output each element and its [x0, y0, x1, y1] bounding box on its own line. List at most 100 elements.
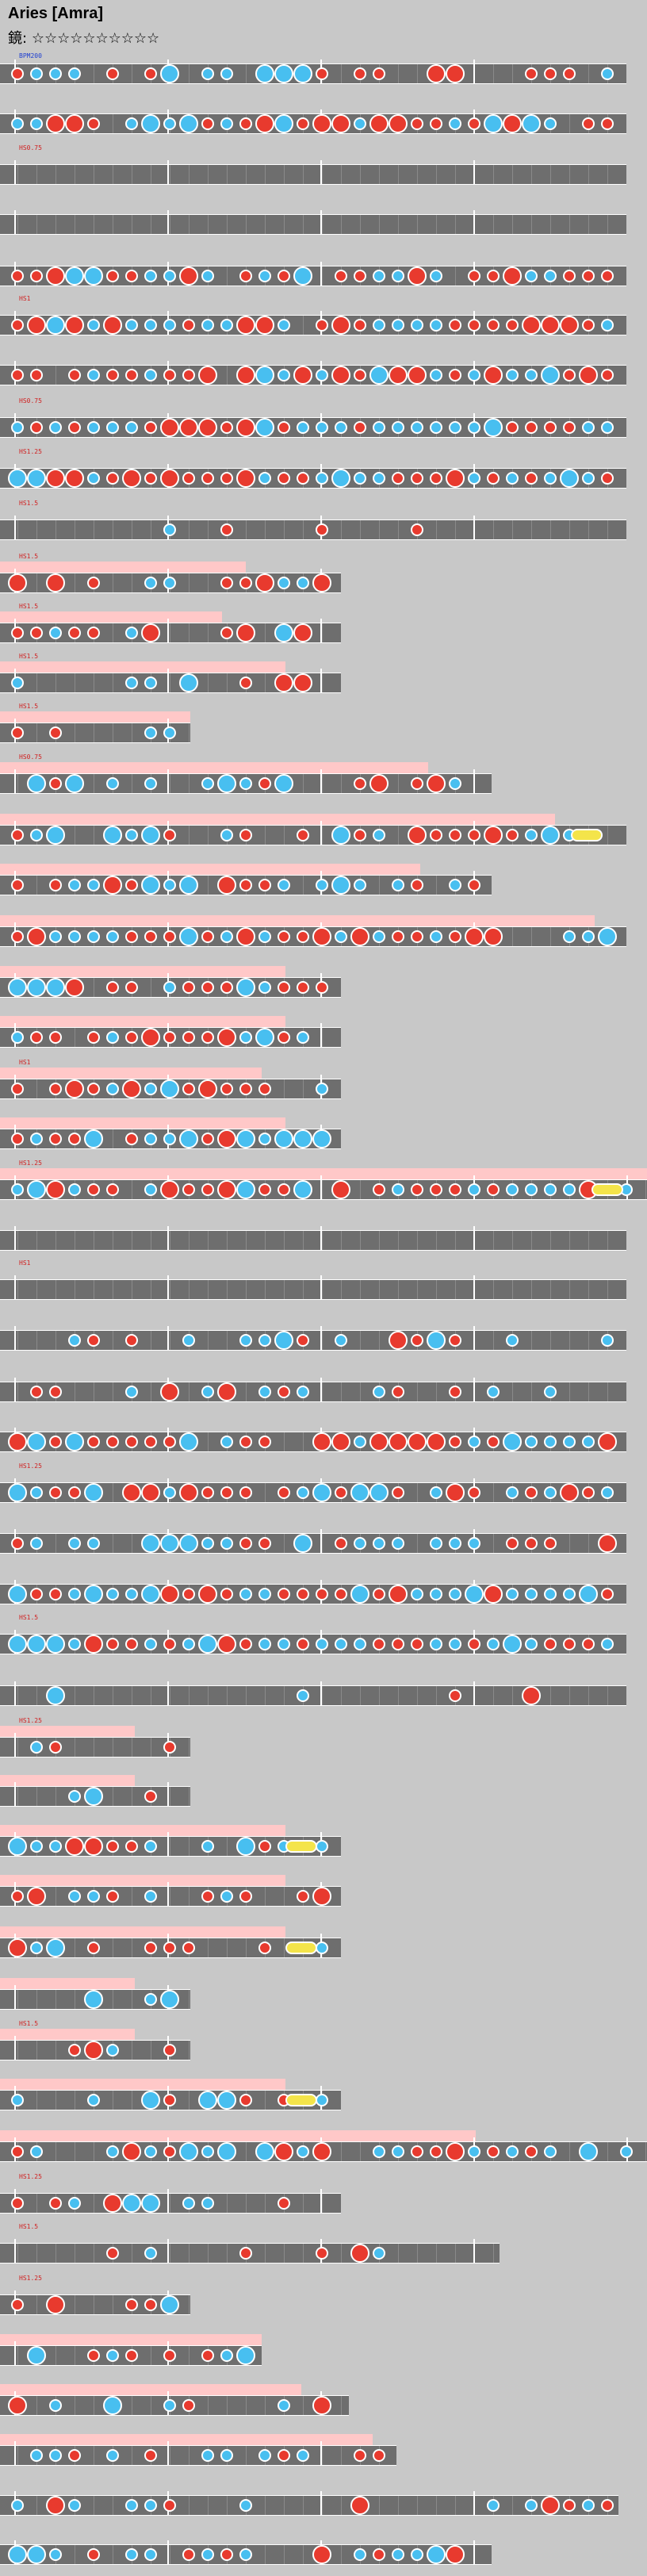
lane-gridline — [246, 215, 247, 234]
note — [30, 67, 43, 80]
note — [125, 981, 138, 994]
note — [220, 2548, 233, 2561]
note — [350, 1585, 369, 1604]
note — [258, 270, 271, 282]
lane-gridline — [246, 520, 247, 539]
lane-gridline — [303, 2194, 304, 2213]
note — [297, 1486, 309, 1499]
note — [125, 930, 138, 943]
note — [125, 117, 138, 130]
note — [236, 316, 255, 335]
note — [182, 369, 195, 381]
lane-gridline — [303, 215, 304, 234]
scroll-speed-tag: HS1.25 — [19, 1462, 42, 1470]
lane-gridline — [569, 1686, 570, 1705]
lane-gridline — [455, 2496, 456, 2515]
lane-gridline — [227, 2396, 228, 2415]
lane-gridline — [303, 316, 304, 335]
note — [525, 1588, 538, 1600]
note — [582, 319, 595, 332]
note — [484, 1585, 503, 1604]
measure-barline — [473, 1681, 475, 1705]
note — [49, 1436, 62, 1448]
note — [87, 2548, 100, 2561]
note — [312, 1483, 331, 1502]
note — [106, 1436, 119, 1448]
lane-gridline — [189, 2041, 190, 2060]
note — [49, 1741, 62, 1754]
note — [182, 2197, 195, 2210]
note — [201, 1133, 214, 1145]
note — [430, 829, 442, 841]
note — [560, 1483, 579, 1502]
note — [239, 1436, 252, 1448]
note — [103, 2396, 122, 2415]
note — [141, 1585, 160, 1604]
note — [106, 67, 119, 80]
note — [274, 673, 293, 692]
note — [331, 316, 350, 335]
note — [182, 1083, 195, 1095]
note — [201, 930, 214, 943]
note — [427, 1432, 446, 1451]
note — [236, 366, 255, 385]
note — [373, 930, 385, 943]
note — [239, 879, 252, 891]
note — [373, 1588, 385, 1600]
note — [144, 577, 157, 589]
note — [46, 1180, 65, 1199]
note — [487, 2145, 500, 2158]
note — [392, 319, 404, 332]
lane-gridline — [246, 1938, 247, 1957]
note — [408, 366, 427, 385]
lane-gridline — [360, 520, 361, 539]
note — [144, 472, 157, 485]
chart-title: Aries [Amra] — [8, 5, 104, 22]
lane-gridline — [512, 215, 513, 234]
note — [220, 577, 233, 589]
note — [293, 673, 312, 692]
note — [11, 829, 24, 841]
note — [8, 2396, 27, 2415]
note — [182, 472, 195, 485]
lane-gridline — [607, 165, 608, 184]
lane-gridline — [227, 1837, 228, 1856]
note — [30, 1537, 43, 1550]
note — [141, 2194, 160, 2213]
note-lane — [0, 1226, 626, 1251]
note — [163, 879, 176, 891]
note — [68, 369, 81, 381]
note — [84, 1483, 103, 1502]
note — [220, 2349, 233, 2362]
note — [201, 2197, 214, 2210]
note — [84, 1787, 103, 1806]
note — [8, 573, 27, 592]
note — [46, 573, 65, 592]
note — [27, 927, 46, 946]
note — [106, 930, 119, 943]
lane-gridline — [36, 1331, 37, 1350]
lane-gridline — [493, 165, 494, 184]
note — [201, 472, 214, 485]
note — [49, 627, 62, 639]
note — [258, 1386, 271, 1398]
note — [506, 2145, 519, 2158]
lane-gridline — [360, 1280, 361, 1299]
lane-gridline — [36, 215, 37, 234]
note — [601, 1638, 614, 1650]
lane-gridline — [417, 215, 418, 234]
note — [487, 1183, 500, 1196]
note — [430, 930, 442, 943]
note — [430, 421, 442, 434]
note — [506, 829, 519, 841]
lane-gridline — [303, 165, 304, 184]
note — [563, 270, 576, 282]
note — [11, 930, 24, 943]
note — [274, 2142, 293, 2161]
lane-gridline — [322, 826, 323, 845]
scroll-speed-tag: HS1 — [19, 1259, 31, 1267]
measure-barline — [14, 2341, 16, 2365]
note — [293, 623, 312, 642]
note — [408, 826, 427, 845]
note — [392, 1183, 404, 1196]
